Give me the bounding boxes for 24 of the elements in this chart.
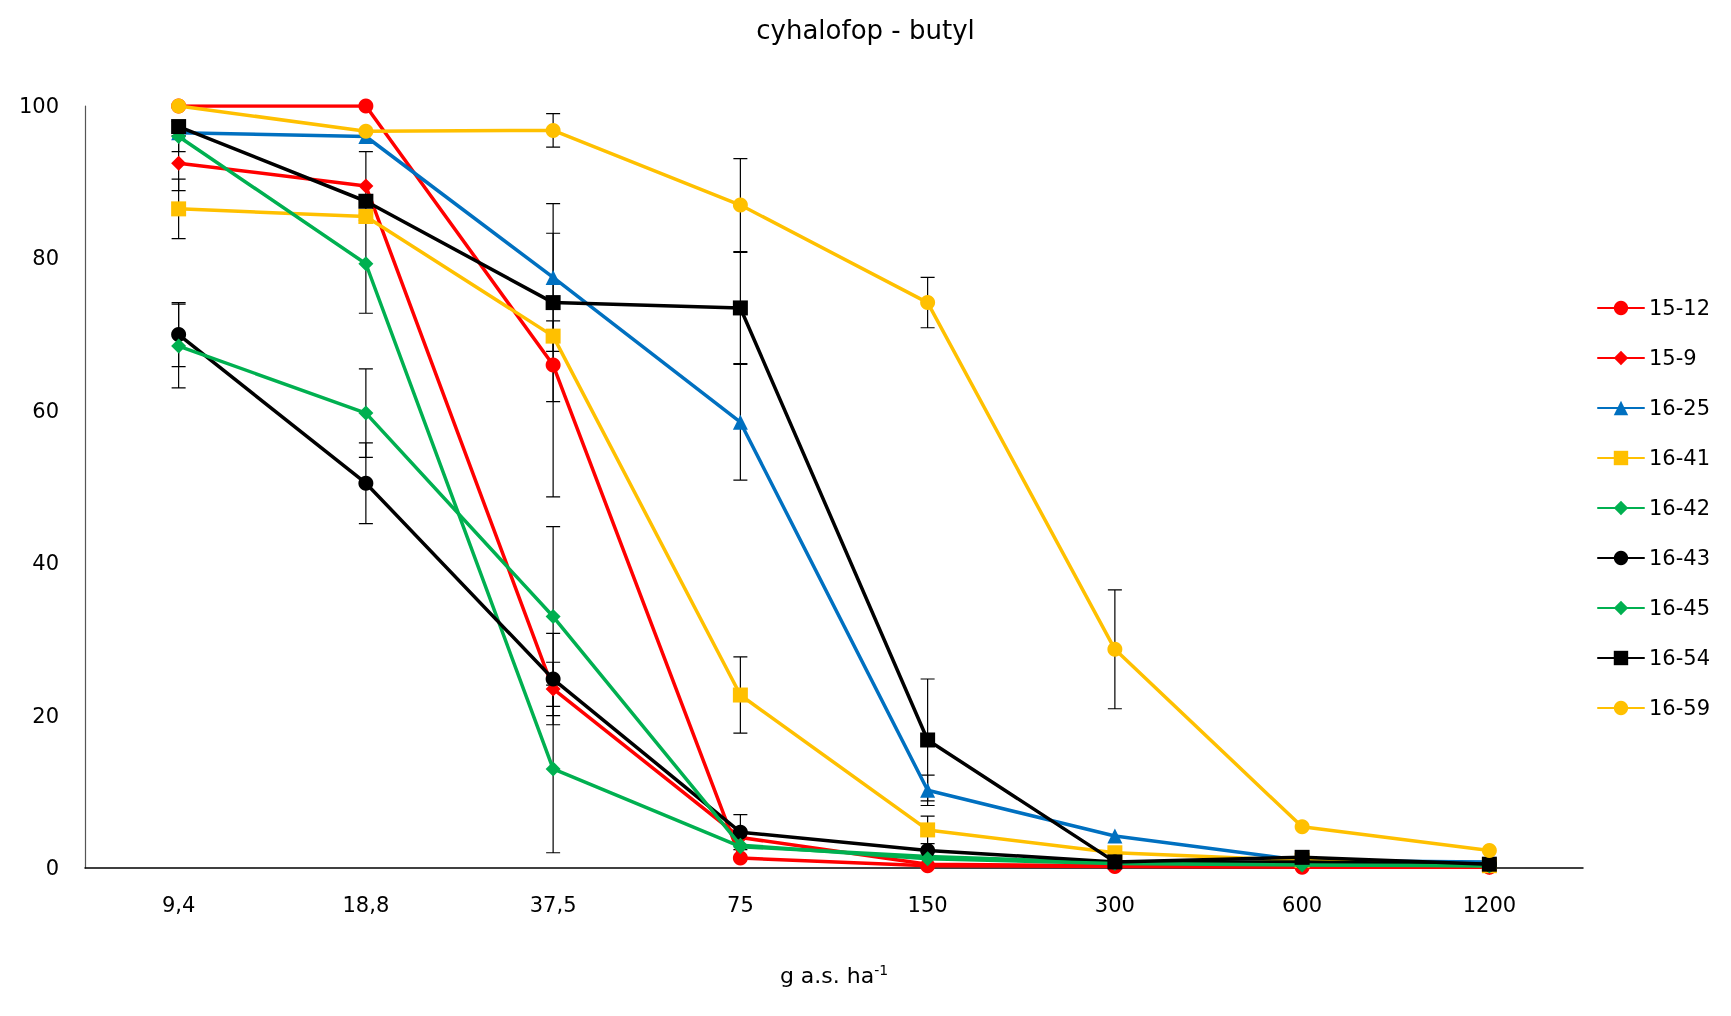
x-tick-label: 9,4 [161,892,196,917]
x-tick-label: 150 [907,892,948,917]
chart-title: cyhalofop - butyl [756,15,975,45]
x-tick-label: 75 [727,892,754,917]
legend-label: 15-9 [1648,346,1697,370]
legend-label: 16-45 [1648,596,1711,620]
legend-label: 16-25 [1648,396,1711,420]
y-tick-label: 0 [45,856,59,880]
x-tick-label: 300 [1094,892,1135,917]
legend-label: 16-43 [1648,546,1711,570]
legend-label: 16-54 [1648,646,1711,670]
y-tick-label: 20 [32,703,59,728]
y-tick-label: 40 [32,551,59,576]
x-tick-label: 600 [1282,892,1323,917]
x-tick-label: 37,5 [529,892,577,917]
legend-label: 16-59 [1648,696,1711,720]
x-tick-label: 18,8 [342,892,390,917]
x-tick-label: 1200 [1462,892,1517,917]
y-tick-label: 60 [32,398,59,423]
legend-label: 15-12 [1648,296,1711,320]
y-tick-label: 100 [18,94,59,118]
y-tick-label: 80 [32,246,59,271]
legend-label: 16-41 [1648,446,1711,470]
legend-label: 16-42 [1648,496,1711,520]
